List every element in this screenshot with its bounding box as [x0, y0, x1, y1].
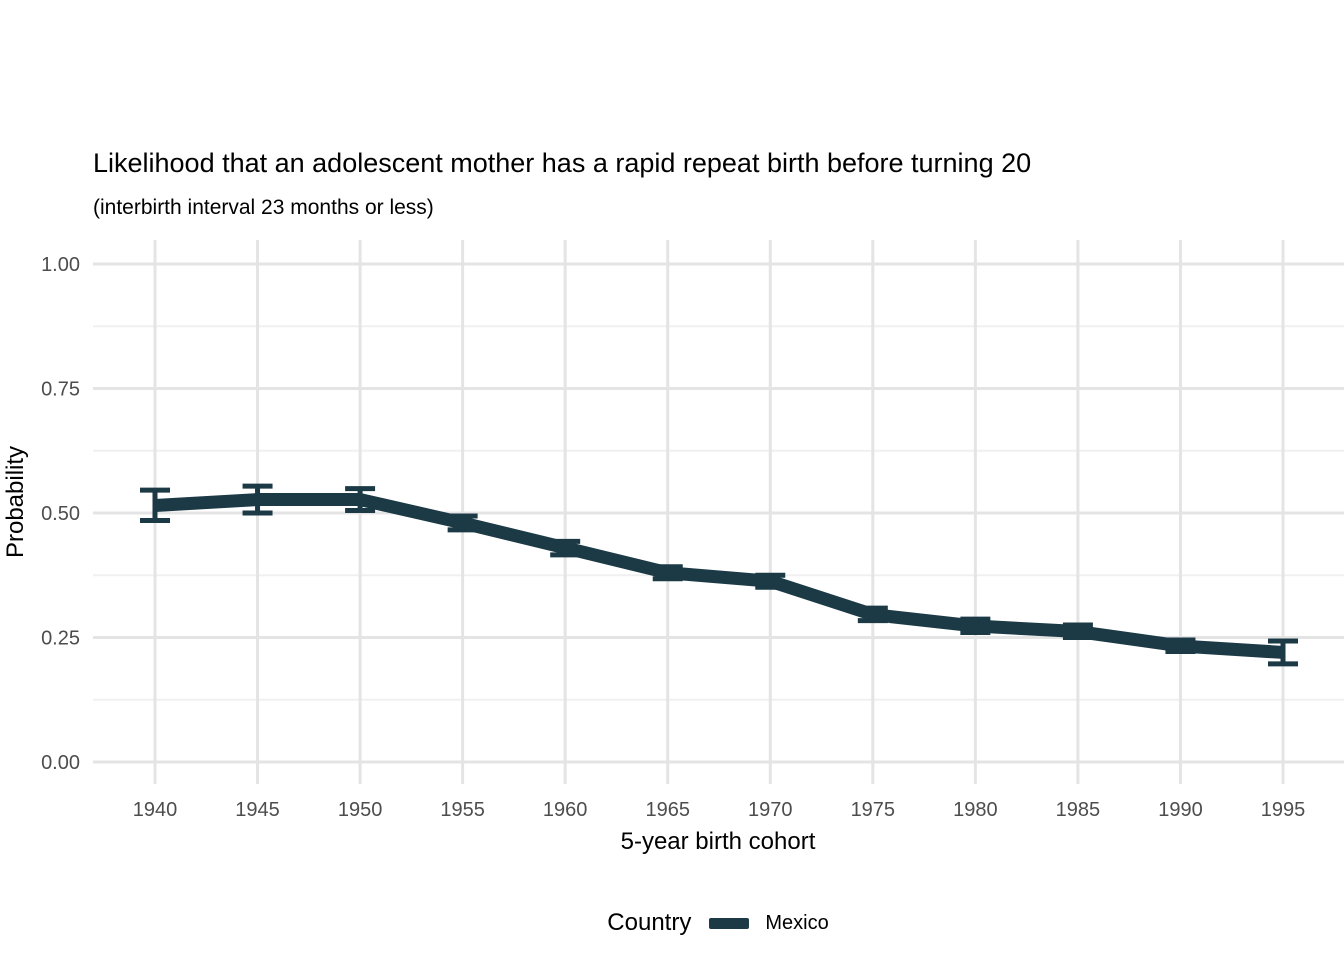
chart-subtitle: (interbirth interval 23 months or less) — [93, 196, 434, 219]
x-tick-label: 1940 — [133, 799, 178, 821]
x-tick-label: 1945 — [235, 799, 280, 821]
x-axis-title: 5-year birth cohort — [620, 828, 816, 855]
y-tick-label: 0.75 — [41, 379, 80, 401]
legend-item-label: Mexico — [765, 911, 829, 934]
legend-line-key-icon — [709, 917, 750, 929]
y-tick-label: 0.50 — [41, 503, 80, 525]
x-tick-label: 1980 — [953, 799, 998, 821]
y-tick-label: 0.25 — [41, 628, 80, 650]
legend-title: Country — [607, 909, 692, 936]
x-tick-label: 1955 — [440, 799, 485, 821]
x-tick-label: 1990 — [1158, 799, 1203, 821]
data-line-mexico — [154, 493, 1284, 659]
chart-title: Likelihood that an adolescent mother has… — [93, 148, 1032, 178]
x-tick-label: 1965 — [645, 799, 690, 821]
y-tick-label: 1.00 — [41, 254, 80, 276]
x-tick-label: 1995 — [1261, 799, 1306, 821]
x-tick-label: 1985 — [1056, 799, 1101, 821]
y-tick-label: 0.00 — [41, 752, 80, 774]
x-tick-label: 1970 — [748, 799, 793, 821]
y-axis-title: Probability — [2, 445, 29, 559]
legend: Country Mexico — [0, 903, 1344, 943]
x-tick-label: 1975 — [851, 799, 896, 821]
x-tick-label: 1960 — [543, 799, 588, 821]
x-tick-label: 1950 — [338, 799, 383, 821]
